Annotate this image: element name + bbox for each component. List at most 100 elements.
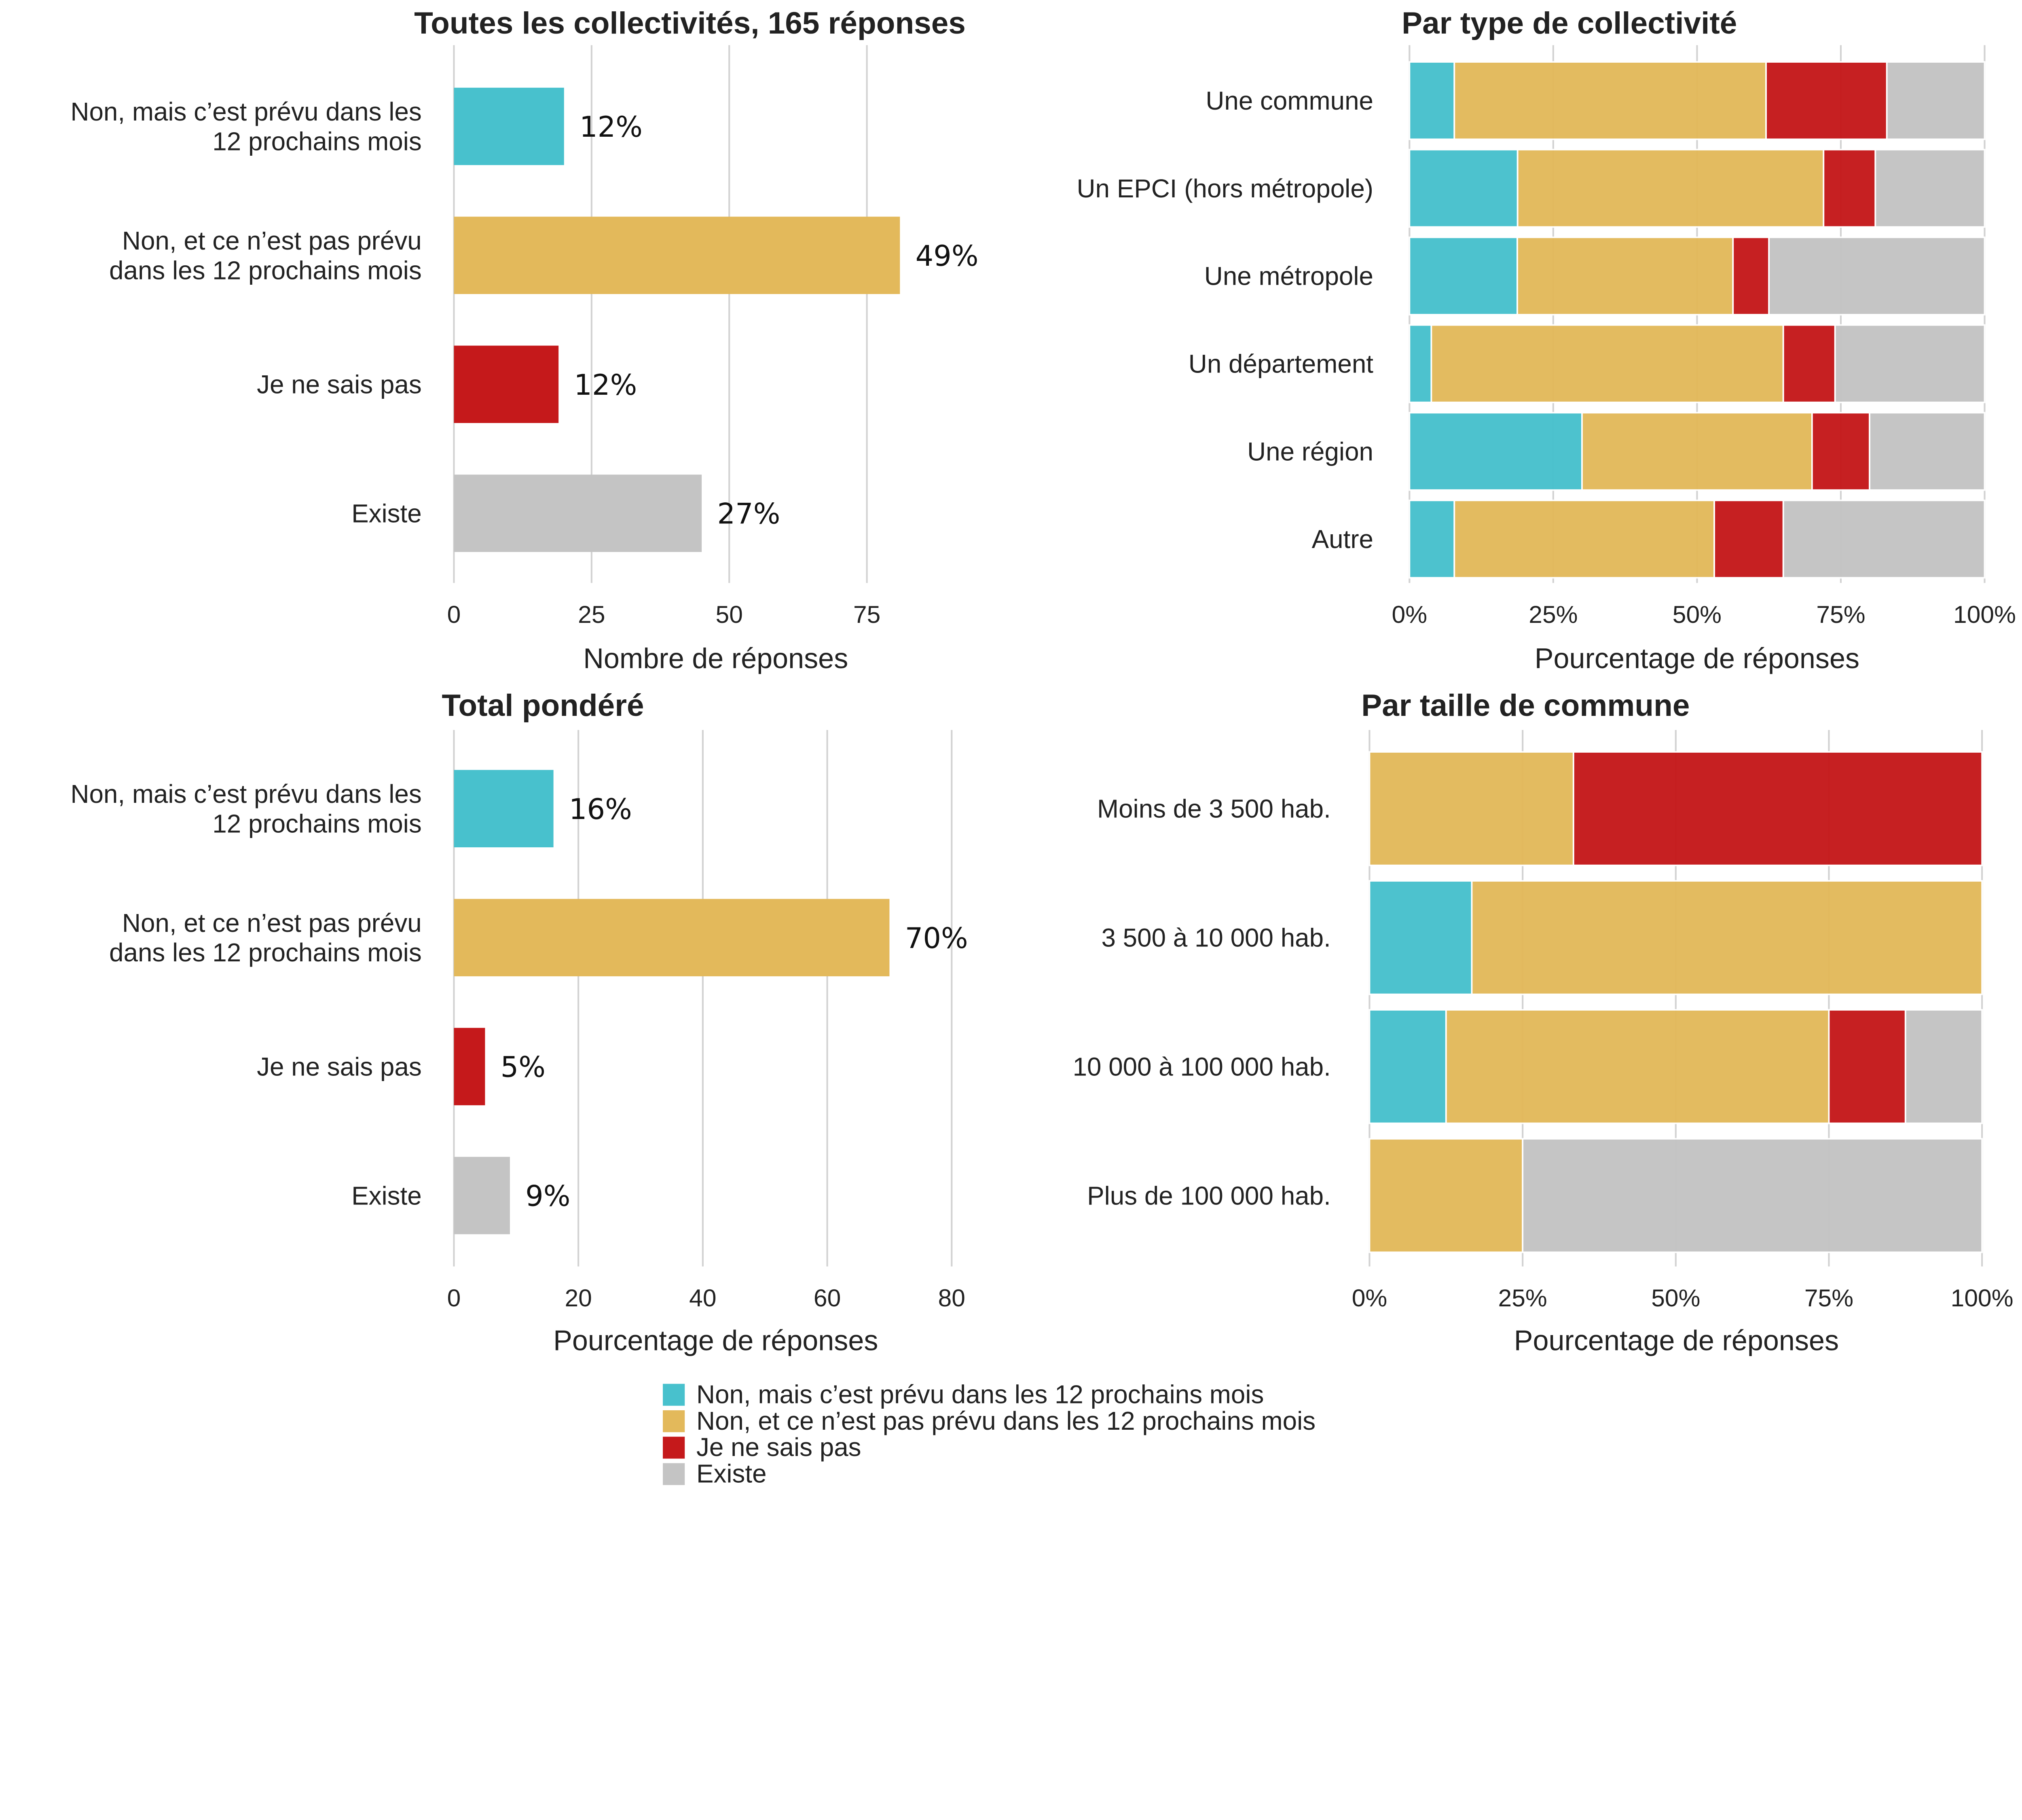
- x-tick-label: 25%: [1498, 1284, 1547, 1312]
- legend-item: Non, et ce n’est pas prévu dans les 12 p…: [663, 1406, 1316, 1435]
- category-label: Non, mais c’est prévu dans les 12 prochai…: [70, 779, 421, 838]
- bar-segment: [1409, 148, 1519, 228]
- bar-segment: [1581, 412, 1813, 491]
- legend-swatch: [663, 1437, 685, 1459]
- x-tick-label: 0%: [1392, 601, 1428, 628]
- legend-item: Je ne sais pas: [663, 1433, 861, 1462]
- bar: [454, 1028, 485, 1105]
- x-tick-label: 40: [689, 1284, 716, 1312]
- category-label: Non, et ce n’est pas prévu dans les 12 pr…: [109, 226, 422, 285]
- x-tick-label: 75%: [1816, 601, 1865, 628]
- bar-segment: [1782, 499, 1986, 579]
- category-label-line: Existe: [351, 1181, 422, 1210]
- data-label: 16%: [569, 793, 632, 826]
- panel-all-collectivities: Toutes les collectivités, 165 réponses N…: [70, 6, 978, 674]
- bar-segment: [1368, 1009, 1447, 1124]
- data-label: 5%: [501, 1051, 546, 1084]
- x-tick-label: 100%: [1953, 601, 2016, 628]
- category-label-line: Existe: [351, 499, 422, 528]
- category-label-line: Non, et ce n’est pas prévu: [122, 908, 422, 938]
- bar-segment: [1368, 1138, 1524, 1253]
- x-axis-label: Pourcentage de réponses: [1514, 1325, 1839, 1357]
- bar-segment: [1522, 1138, 1983, 1253]
- x-tick-label: 25%: [1529, 601, 1578, 628]
- legend-swatch: [663, 1410, 685, 1433]
- x-tick-label: 80: [938, 1284, 965, 1312]
- legend-item: Existe: [663, 1459, 767, 1488]
- category-label-line: Je ne sais pas: [257, 370, 422, 399]
- category-label-line: Je ne sais pas: [257, 1052, 422, 1081]
- category-label-line: Non, mais c’est prévu dans les: [70, 97, 421, 126]
- category-label-line: Moins de 3 500 hab.: [1097, 794, 1331, 823]
- bar-segment: [1453, 61, 1767, 140]
- category-label-line: 12 prochains mois: [212, 809, 421, 838]
- bar: [454, 216, 900, 294]
- bar-segment: [1904, 1009, 1983, 1124]
- panel-title: Par taille de commune: [1361, 688, 1690, 723]
- x-tick-label: 50: [716, 601, 743, 628]
- bar-segment: [1368, 751, 1574, 866]
- category-label-line: Autre: [1312, 525, 1373, 554]
- legend-swatch: [663, 1463, 685, 1485]
- bar: [454, 770, 554, 848]
- panel-title: Total pondéré: [442, 688, 644, 723]
- bar-segment: [1471, 880, 1983, 995]
- bar: [454, 474, 702, 552]
- data-label: 12%: [574, 368, 637, 402]
- x-tick-label: 60: [814, 1284, 841, 1312]
- category-label-line: Non, et ce n’est pas prévu: [122, 226, 422, 255]
- x-tick-label: 50%: [1673, 601, 1722, 628]
- category-label-line: dans les 12 prochains mois: [109, 256, 422, 285]
- category-label-line: Une métropole: [1204, 262, 1373, 291]
- legend: Non, mais c’est prévu dans les 12 procha…: [663, 1380, 1316, 1488]
- legend-label: Je ne sais pas: [696, 1433, 861, 1462]
- bar: [454, 345, 559, 423]
- x-tick-label: 25: [578, 601, 605, 628]
- data-label: 49%: [916, 239, 979, 273]
- x-tick-label: 100%: [1951, 1284, 2014, 1312]
- x-axis-label: Nombre de réponses: [583, 642, 848, 674]
- bar-segment: [1782, 324, 1836, 403]
- legend-label: Non, mais c’est prévu dans les 12 procha…: [696, 1380, 1264, 1409]
- bar-segment: [1409, 499, 1455, 579]
- legend-swatch: [663, 1384, 685, 1406]
- category-label-line: Plus de 100 000 hab.: [1087, 1181, 1331, 1210]
- category-label: Moins de 3 500 hab.: [1097, 794, 1331, 823]
- bar-segment: [1368, 880, 1473, 995]
- bar: [454, 87, 564, 165]
- category-label-line: 12 prochains mois: [212, 127, 421, 156]
- panel-title: Toutes les collectivités, 165 réponses: [414, 6, 966, 40]
- category-label: Une région: [1247, 437, 1373, 466]
- bar-segment: [1445, 1009, 1830, 1124]
- x-tick-label: 0: [447, 601, 461, 628]
- bar-segment: [1453, 499, 1715, 579]
- panel-by-commune-size: Par taille de commune Pourcentage de rép…: [1073, 688, 2014, 1357]
- category-label: Une métropole: [1204, 262, 1373, 291]
- category-label-line: Un EPCI (hors métropole): [1077, 174, 1373, 203]
- data-label: 12%: [580, 110, 643, 144]
- bar-segment: [1823, 148, 1876, 228]
- bar-segment: [1869, 412, 1986, 491]
- category-label: Je ne sais pas: [257, 1052, 422, 1081]
- category-label: Non, mais c’est prévu dans les 12 prochai…: [70, 97, 421, 156]
- category-label: 3 500 à 10 000 hab.: [1101, 923, 1330, 952]
- x-tick-label: 0: [447, 1284, 461, 1312]
- data-label: 70%: [905, 922, 968, 955]
- bar-segment: [1713, 499, 1784, 579]
- x-tick-label: 75%: [1804, 1284, 1853, 1312]
- panel-weighted-total: Total pondéré Pourcentage de réponses 0 2…: [70, 688, 968, 1357]
- category-label-line: 10 000 à 100 000 hab.: [1073, 1052, 1331, 1081]
- x-tick-label: 20: [565, 1284, 592, 1312]
- legend-item: Non, mais c’est prévu dans les 12 procha…: [663, 1380, 1264, 1409]
- category-label-line: Non, mais c’est prévu dans les: [70, 779, 421, 808]
- x-axis-label: Pourcentage de réponses: [1535, 642, 1859, 674]
- bar-segment: [1409, 236, 1518, 315]
- category-label-line: Une région: [1247, 437, 1373, 466]
- bar-segment: [1572, 751, 1983, 866]
- category-label: Existe: [351, 1181, 422, 1210]
- bar-segment: [1834, 324, 1986, 403]
- category-label: Une commune: [1206, 86, 1373, 115]
- figure: Toutes les collectivités, 165 réponses N…: [70, 6, 2016, 1488]
- category-label: Non, et ce n’est pas prévu dans les 12 pr…: [109, 908, 422, 967]
- bar-segment: [1409, 412, 1583, 491]
